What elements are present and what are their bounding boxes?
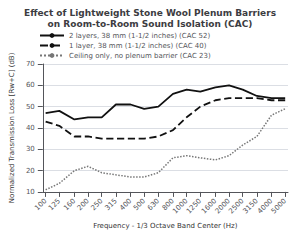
svg-text:Normalized Transmission Loss [: Normalized Transmission Loss [Rw+C] (dB) xyxy=(8,52,16,203)
svg-text:Ceiling only, no plenum barrie: Ceiling only, no plenum barrier (CAC 23) xyxy=(69,52,211,60)
svg-text:200: 200 xyxy=(76,197,91,212)
svg-text:10: 10 xyxy=(26,188,35,196)
svg-text:125: 125 xyxy=(47,197,62,212)
svg-text:5000: 5000 xyxy=(270,197,288,215)
svg-text:Effect of Lightweight Stone Wo: Effect of Lightweight Stone Wool Plenum … xyxy=(24,8,276,18)
svg-text:630: 630 xyxy=(146,197,161,212)
svg-text:1600: 1600 xyxy=(200,197,219,216)
svg-text:50: 50 xyxy=(26,103,35,111)
svg-text:2000: 2000 xyxy=(213,197,232,216)
svg-text:60: 60 xyxy=(26,81,35,89)
svg-text:2 layers, 38 mm (1-1/2 inches): 2 layers, 38 mm (1-1/2 inches) (CAC 52) xyxy=(69,32,210,40)
svg-text:160: 160 xyxy=(62,197,77,212)
svg-text:on Room-to-Room Sound Isolatio: on Room-to-Room Sound Isolation (CAC) xyxy=(48,19,253,29)
svg-text:20: 20 xyxy=(26,167,35,175)
svg-text:40: 40 xyxy=(26,124,35,132)
svg-text:250: 250 xyxy=(89,197,104,212)
svg-text:4000: 4000 xyxy=(256,197,275,216)
svg-text:400: 400 xyxy=(118,197,133,212)
svg-text:100: 100 xyxy=(33,197,48,212)
svg-text:1250: 1250 xyxy=(185,197,203,215)
svg-text:1000: 1000 xyxy=(171,197,190,216)
svg-text:800: 800 xyxy=(160,197,176,213)
svg-text:3150: 3150 xyxy=(241,197,259,215)
svg-text:315: 315 xyxy=(104,197,119,212)
svg-text:500: 500 xyxy=(132,197,147,212)
svg-text:30: 30 xyxy=(26,145,35,153)
svg-text:2500: 2500 xyxy=(227,197,245,215)
svg-text:70: 70 xyxy=(26,60,35,68)
svg-text:1 layer, 38 mm (1-1/2 inches): 1 layer, 38 mm (1-1/2 inches) (CAC 40) xyxy=(69,42,207,50)
svg-text:Frequency - 1/3 Octave Band Ce: Frequency - 1/3 Octave Band Center (Hz) xyxy=(93,222,237,230)
